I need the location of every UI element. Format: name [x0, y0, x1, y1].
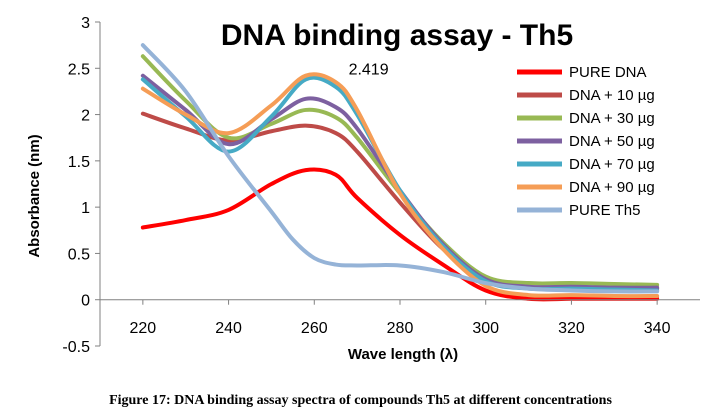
legend-label: DNA + 10 µg	[569, 87, 655, 104]
legend-label: DNA + 50 µg	[569, 133, 655, 150]
legend-label: DNA + 70 µg	[569, 156, 655, 173]
chart: -0.5 0 0.5 1 1.5 2 2.5 3 220 240 260 280 300 320 340 D…	[26, 15, 700, 363]
y-tick-label: 1	[81, 200, 90, 217]
series-line	[140, 72, 660, 299]
figure-caption: Figure 17: DNA binding assay spectra of …	[109, 393, 612, 408]
y-tick-label: 2.5	[68, 61, 90, 78]
y-tick-label: 0	[81, 293, 90, 310]
x-tick-label: 300	[472, 320, 499, 337]
x-tick-label: 320	[558, 320, 585, 337]
series-line	[140, 54, 660, 287]
x-tick-label: 280	[387, 320, 414, 337]
series-layer	[140, 43, 660, 302]
y-tick-label: 2	[81, 108, 90, 125]
x-tick-label: 240	[215, 320, 242, 337]
y-tick-label: -0.5	[62, 339, 90, 356]
x-tick-label: 260	[301, 320, 328, 337]
y-tick-label: 0.5	[68, 246, 90, 263]
x-tick-label: 340	[644, 320, 671, 337]
x-tick-label: 220	[130, 320, 157, 337]
series-2	[140, 54, 660, 287]
series-line	[140, 43, 660, 294]
peak-annotation: 2.419	[349, 61, 389, 78]
legend-label: DNA + 30 µg	[569, 110, 655, 127]
series-5	[140, 72, 660, 299]
legend-label: PURE Th5	[569, 202, 640, 219]
legend-label: DNA + 90 µg	[569, 179, 655, 196]
legend-label: PURE DNA	[569, 64, 647, 81]
ticks-layer: -0.5 0 0.5 1 1.5 2 2.5 3 220 240 260 280 300 320 340	[62, 15, 670, 356]
y-tick-label: 3	[81, 15, 90, 32]
x-axis-title: Wave length (λ)	[348, 346, 458, 363]
y-axis-title: Absorbance (nm)	[26, 134, 43, 257]
chart-title: DNA binding assay - Th5	[221, 19, 573, 52]
y-tick-label: 1.5	[68, 154, 90, 171]
series-line	[140, 167, 660, 302]
series-0	[140, 167, 660, 302]
legend: PURE DNA DNA + 10 µg DNA + 30 µg DNA + 50 µ…	[517, 64, 655, 219]
series-6	[140, 43, 660, 294]
